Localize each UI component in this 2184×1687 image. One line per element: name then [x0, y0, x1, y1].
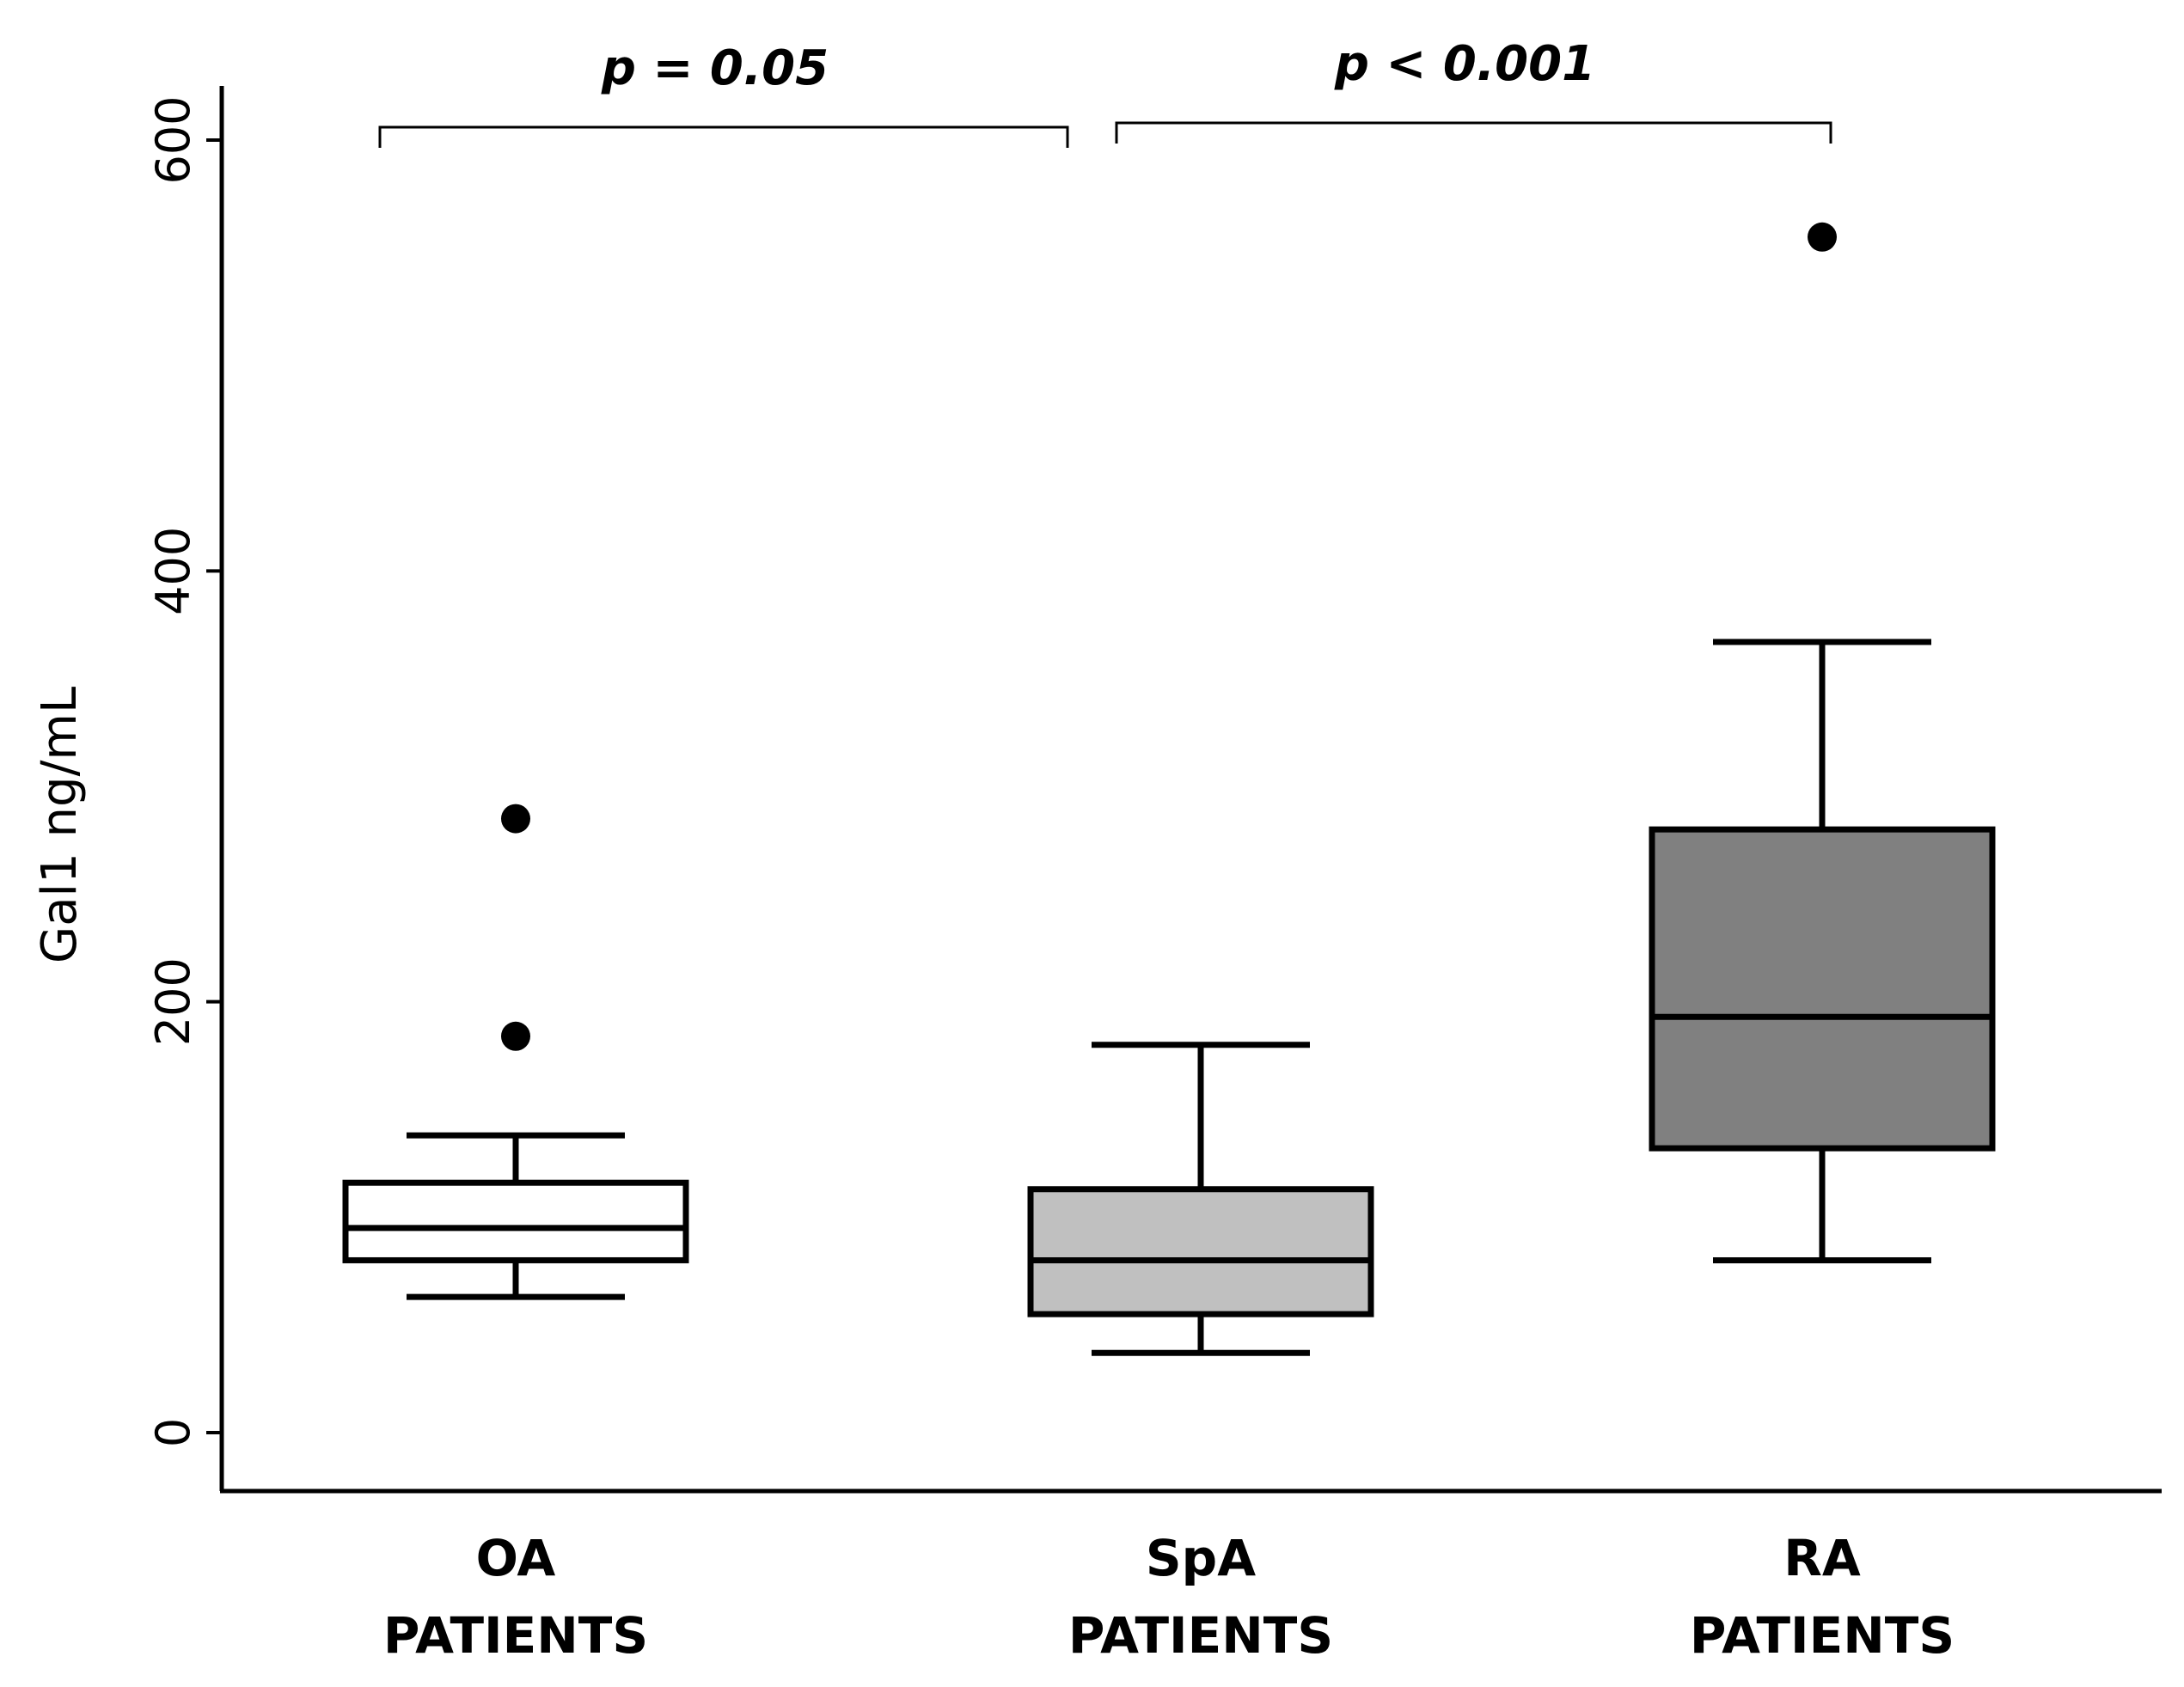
box-group: [1649, 222, 1996, 1263]
outlier-point: [501, 1021, 530, 1051]
y-tick-label: 0: [146, 1418, 200, 1447]
axes: 0 200 400 600 Gal1 ng/mL OA PATIENTS SpA PATIENT…: [32, 86, 2162, 1665]
y-tick-label: 600: [146, 95, 200, 184]
outlier-point: [501, 804, 530, 834]
bracket-line: [378, 125, 1069, 148]
x-category-label: RA: [1783, 1529, 1861, 1587]
x-category-label: PATIENTS: [1690, 1606, 1955, 1665]
y-tick-label: 200: [146, 957, 200, 1046]
box-group: [342, 804, 689, 1300]
x-category-label: OA: [476, 1529, 556, 1587]
plot-area: [342, 222, 1996, 1356]
x-category-label: SpA: [1146, 1529, 1256, 1587]
significance-bracket: p = 0.05: [378, 40, 1069, 148]
bracket-line: [1115, 121, 1832, 144]
y-tick-label: 400: [146, 527, 200, 615]
box-iqr: [1027, 1186, 1374, 1317]
p-value-label: p < 0.001: [1334, 36, 1595, 92]
x-category-label: PATIENTS: [383, 1606, 648, 1665]
box-iqr: [342, 1179, 689, 1263]
significance-bracket: p < 0.001: [1115, 36, 1832, 144]
box-iqr: [1649, 826, 1996, 1152]
y-axis-title: Gal1 ng/mL: [32, 687, 88, 963]
box-group: [1027, 1042, 1374, 1356]
significance-annotations: p = 0.05 p < 0.001: [378, 36, 1832, 148]
x-category-label: PATIENTS: [1068, 1606, 1333, 1665]
outlier-point: [1808, 222, 1837, 252]
p-value-label: p = 0.05: [601, 40, 829, 96]
